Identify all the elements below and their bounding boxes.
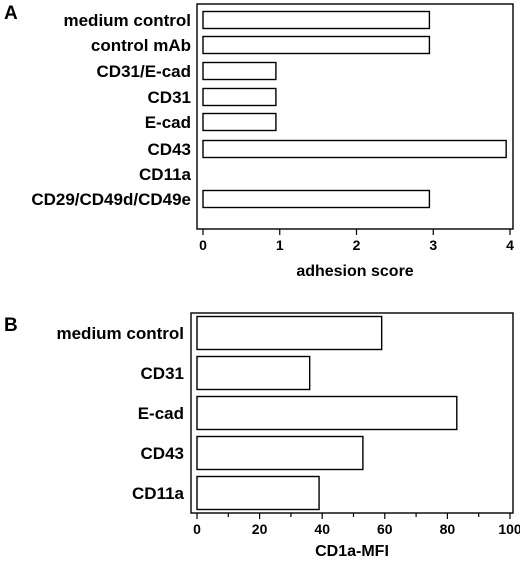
x-tick-label-4: 4 (506, 237, 514, 253)
x-tick-label-2: 2 (353, 237, 361, 253)
category-label-cd11a: CD11a (139, 165, 192, 184)
bar-cd29-cd49d-cd49e (202, 189, 431, 209)
x-tick-label-80: 80 (440, 521, 456, 537)
x-tick-label-100: 100 (498, 521, 520, 537)
bars-a: medium control control mAb CD31/E-cad CD31 E… (31, 10, 507, 209)
bar-cd31 (202, 87, 277, 107)
x-axis-title-a: adhesion score (296, 263, 413, 280)
category-label-cd31: CD31 (148, 88, 191, 107)
category-label-medium-control: medium control (63, 11, 191, 30)
chart-panel-b: B medium control CD31 E-cad CD43 CD11a 0 20 40… (4, 312, 520, 560)
category-label-medium-control: medium control (56, 324, 184, 343)
bar-e-cad (196, 395, 458, 431)
category-label-cd31-e-cad: CD31/E-cad (97, 62, 191, 81)
bar-control-mab (202, 35, 431, 55)
panel-letter-a: A (4, 3, 18, 24)
x-tick-label-60: 60 (377, 521, 393, 537)
bar-cd31 (196, 355, 311, 391)
bar-cd11a (196, 475, 320, 511)
bar-e-cad (202, 112, 277, 132)
bar-cd43 (202, 139, 507, 159)
bar-medium-control (196, 315, 383, 351)
category-label-e-cad: E-cad (145, 113, 191, 132)
ticks-a: 0 1 2 3 4 (199, 229, 514, 253)
x-tick-label-20: 20 (252, 521, 268, 537)
x-tick-label-3: 3 (429, 237, 437, 253)
bar-medium-control (202, 10, 431, 30)
x-axis-title-b: CD1a-MFI (315, 543, 389, 560)
bar-cd43 (196, 435, 364, 471)
x-tick-label-0: 0 (193, 521, 201, 537)
bars-b: medium control CD31 E-cad CD43 CD11a (56, 315, 458, 511)
bar-cd31-e-cad (202, 61, 277, 81)
category-label-cd31: CD31 (141, 364, 184, 383)
x-tick-label-1: 1 (276, 237, 284, 253)
x-tick-label-40: 40 (314, 521, 330, 537)
plot-frame-a (196, 3, 514, 230)
x-tick-label-0: 0 (199, 237, 207, 253)
plot-frame-b (190, 312, 514, 514)
category-label-control-mab: control mAb (91, 36, 191, 55)
category-label-cd43: CD43 (141, 444, 184, 463)
category-label-cd11a: CD11a (132, 484, 185, 503)
category-label-cd29-cd49d-cd49e: CD29/CD49d/CD49e (31, 190, 191, 209)
ticks-b: 0 20 40 60 80 100 (193, 513, 520, 537)
category-label-e-cad: E-cad (138, 404, 184, 423)
panel-letter-b: B (4, 315, 18, 336)
chart-panel-a: A medium control control mAb CD31/E-cad CD3… (4, 3, 514, 280)
category-label-cd43: CD43 (148, 140, 191, 159)
